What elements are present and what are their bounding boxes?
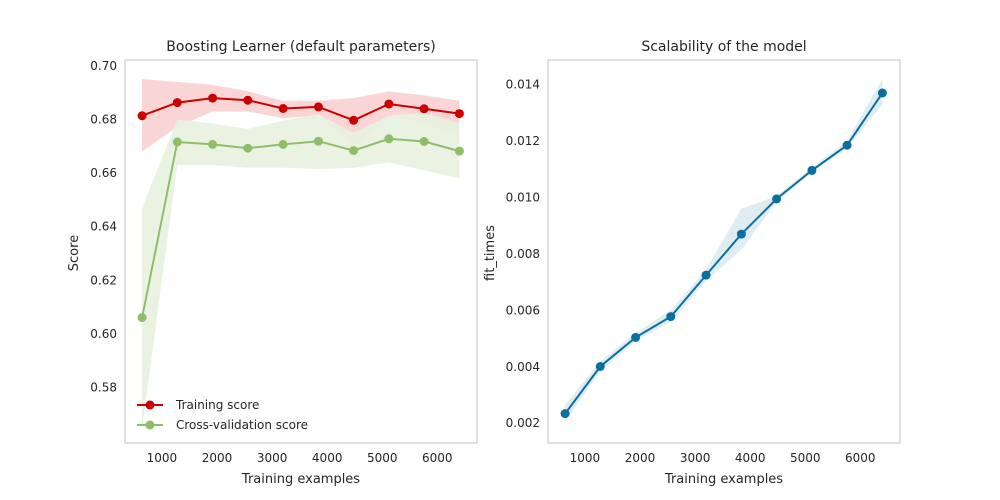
learning-curve-axes-frame bbox=[124, 59, 478, 444]
scalability-point-0-8 bbox=[842, 140, 852, 150]
learning-curve-xtick-label: 1000 bbox=[147, 451, 178, 465]
learning-curve-point-0-3 bbox=[243, 95, 253, 105]
learning-curve-point-1-7 bbox=[384, 134, 394, 144]
scalability-point-0-5 bbox=[736, 229, 746, 239]
learning-curve-ytick-label: 0.64 bbox=[90, 220, 117, 234]
learning-curve-point-0-5 bbox=[313, 102, 323, 112]
scalability-panel: Scalability of the model Training exampl… bbox=[483, 39, 901, 487]
scalability-xlabel: Training examples bbox=[664, 472, 783, 487]
scalability-xtick-label: 3000 bbox=[680, 451, 711, 465]
learning-curve-series-line-1 bbox=[141, 137, 460, 318]
learning-curve-point-0-8 bbox=[419, 104, 429, 114]
learning-curve-point-1-3 bbox=[243, 143, 253, 153]
scalability-ylabel: fit_times bbox=[483, 225, 498, 281]
learning-curve-ytick-label: 0.60 bbox=[90, 327, 117, 341]
scalability-point-0-4 bbox=[701, 270, 711, 280]
scalability-ytick-label: 0.008 bbox=[506, 247, 540, 261]
legend-marker-1 bbox=[145, 420, 155, 430]
learning-curve-point-1-4 bbox=[278, 139, 288, 149]
learning-curve-band-0 bbox=[142, 79, 460, 152]
scalability-axes-frame bbox=[547, 59, 901, 444]
learning-curve-point-1-1 bbox=[172, 137, 182, 147]
scalability-xtick-label: 1000 bbox=[570, 451, 601, 465]
learning-curve-point-0-7 bbox=[384, 99, 394, 109]
scalability-point-0-7 bbox=[807, 165, 817, 175]
scalability-point-0-3 bbox=[666, 312, 676, 322]
scalability-point-0-0 bbox=[560, 409, 570, 419]
learning-curve-panel: Boosting Learner (default parameters) Tr… bbox=[67, 39, 478, 487]
learning-curve-title: Boosting Learner (default parameters) bbox=[166, 39, 435, 55]
learning-curve-point-1-5 bbox=[313, 136, 323, 146]
learning-curve-point-1-2 bbox=[208, 139, 218, 149]
scalability-point-0-2 bbox=[631, 332, 641, 342]
legend-label-1: Cross-validation score bbox=[176, 418, 308, 432]
learning-curve-ytick-label: 0.66 bbox=[90, 166, 117, 180]
scalability-ytick-label: 0.010 bbox=[506, 191, 540, 205]
learning-curve-point-0-0 bbox=[137, 111, 147, 121]
scalability-title: Scalability of the model bbox=[641, 39, 806, 55]
learning-curve-point-0-9 bbox=[454, 109, 464, 119]
legend-label-0: Training score bbox=[175, 398, 259, 412]
scalability-xtick-label: 4000 bbox=[735, 451, 766, 465]
scalability-point-0-9 bbox=[877, 88, 887, 98]
learning-curve-ytick-label: 0.58 bbox=[90, 381, 117, 395]
scalability-ytick-label: 0.002 bbox=[506, 416, 540, 430]
scalability-xtick-label: 5000 bbox=[790, 451, 821, 465]
learning-curve-ytick-label: 0.68 bbox=[90, 113, 117, 127]
learning-curve-point-0-2 bbox=[208, 93, 218, 103]
scalability-ytick-label: 0.014 bbox=[506, 78, 540, 92]
scalability-xtick-label: 6000 bbox=[845, 451, 876, 465]
scalability-xtick-label: 2000 bbox=[625, 451, 656, 465]
scalability-ytick-label: 0.004 bbox=[506, 360, 540, 374]
learning-curve-xtick-label: 6000 bbox=[422, 451, 453, 465]
learning-curve-series-line-0 bbox=[141, 97, 460, 122]
scalability-point-0-1 bbox=[595, 362, 605, 371]
learning-curve-xlabel: Training examples bbox=[241, 472, 360, 487]
learning-curve-point-1-6 bbox=[349, 146, 359, 156]
learning-curve-xtick-label: 5000 bbox=[367, 451, 398, 465]
legend-marker-0 bbox=[145, 400, 155, 410]
scalability-ytick-label: 0.012 bbox=[506, 134, 540, 148]
learning-curve-point-1-8 bbox=[419, 137, 429, 146]
learning-curve-point-0-1 bbox=[172, 98, 182, 108]
scalability-point-0-6 bbox=[772, 194, 782, 204]
learning-curve-ylabel: Score bbox=[67, 235, 82, 271]
scalability-series-line-0 bbox=[564, 92, 884, 415]
scalability-ytick-label: 0.006 bbox=[506, 303, 540, 317]
scalability-band-0 bbox=[565, 78, 883, 422]
learning-curve-xtick-label: 3000 bbox=[257, 451, 288, 465]
learning-curve-ytick-label: 0.70 bbox=[90, 59, 117, 73]
learning-curve-ytick-label: 0.62 bbox=[90, 273, 117, 287]
learning-curve-point-1-0 bbox=[137, 313, 147, 323]
learning-curve-xtick-label: 2000 bbox=[202, 451, 233, 465]
learning-curve-point-0-4 bbox=[278, 104, 288, 113]
learning-curve-point-0-6 bbox=[349, 115, 359, 125]
learning-curve-point-1-9 bbox=[454, 146, 464, 156]
learning-curve-xtick-label: 4000 bbox=[312, 451, 343, 465]
